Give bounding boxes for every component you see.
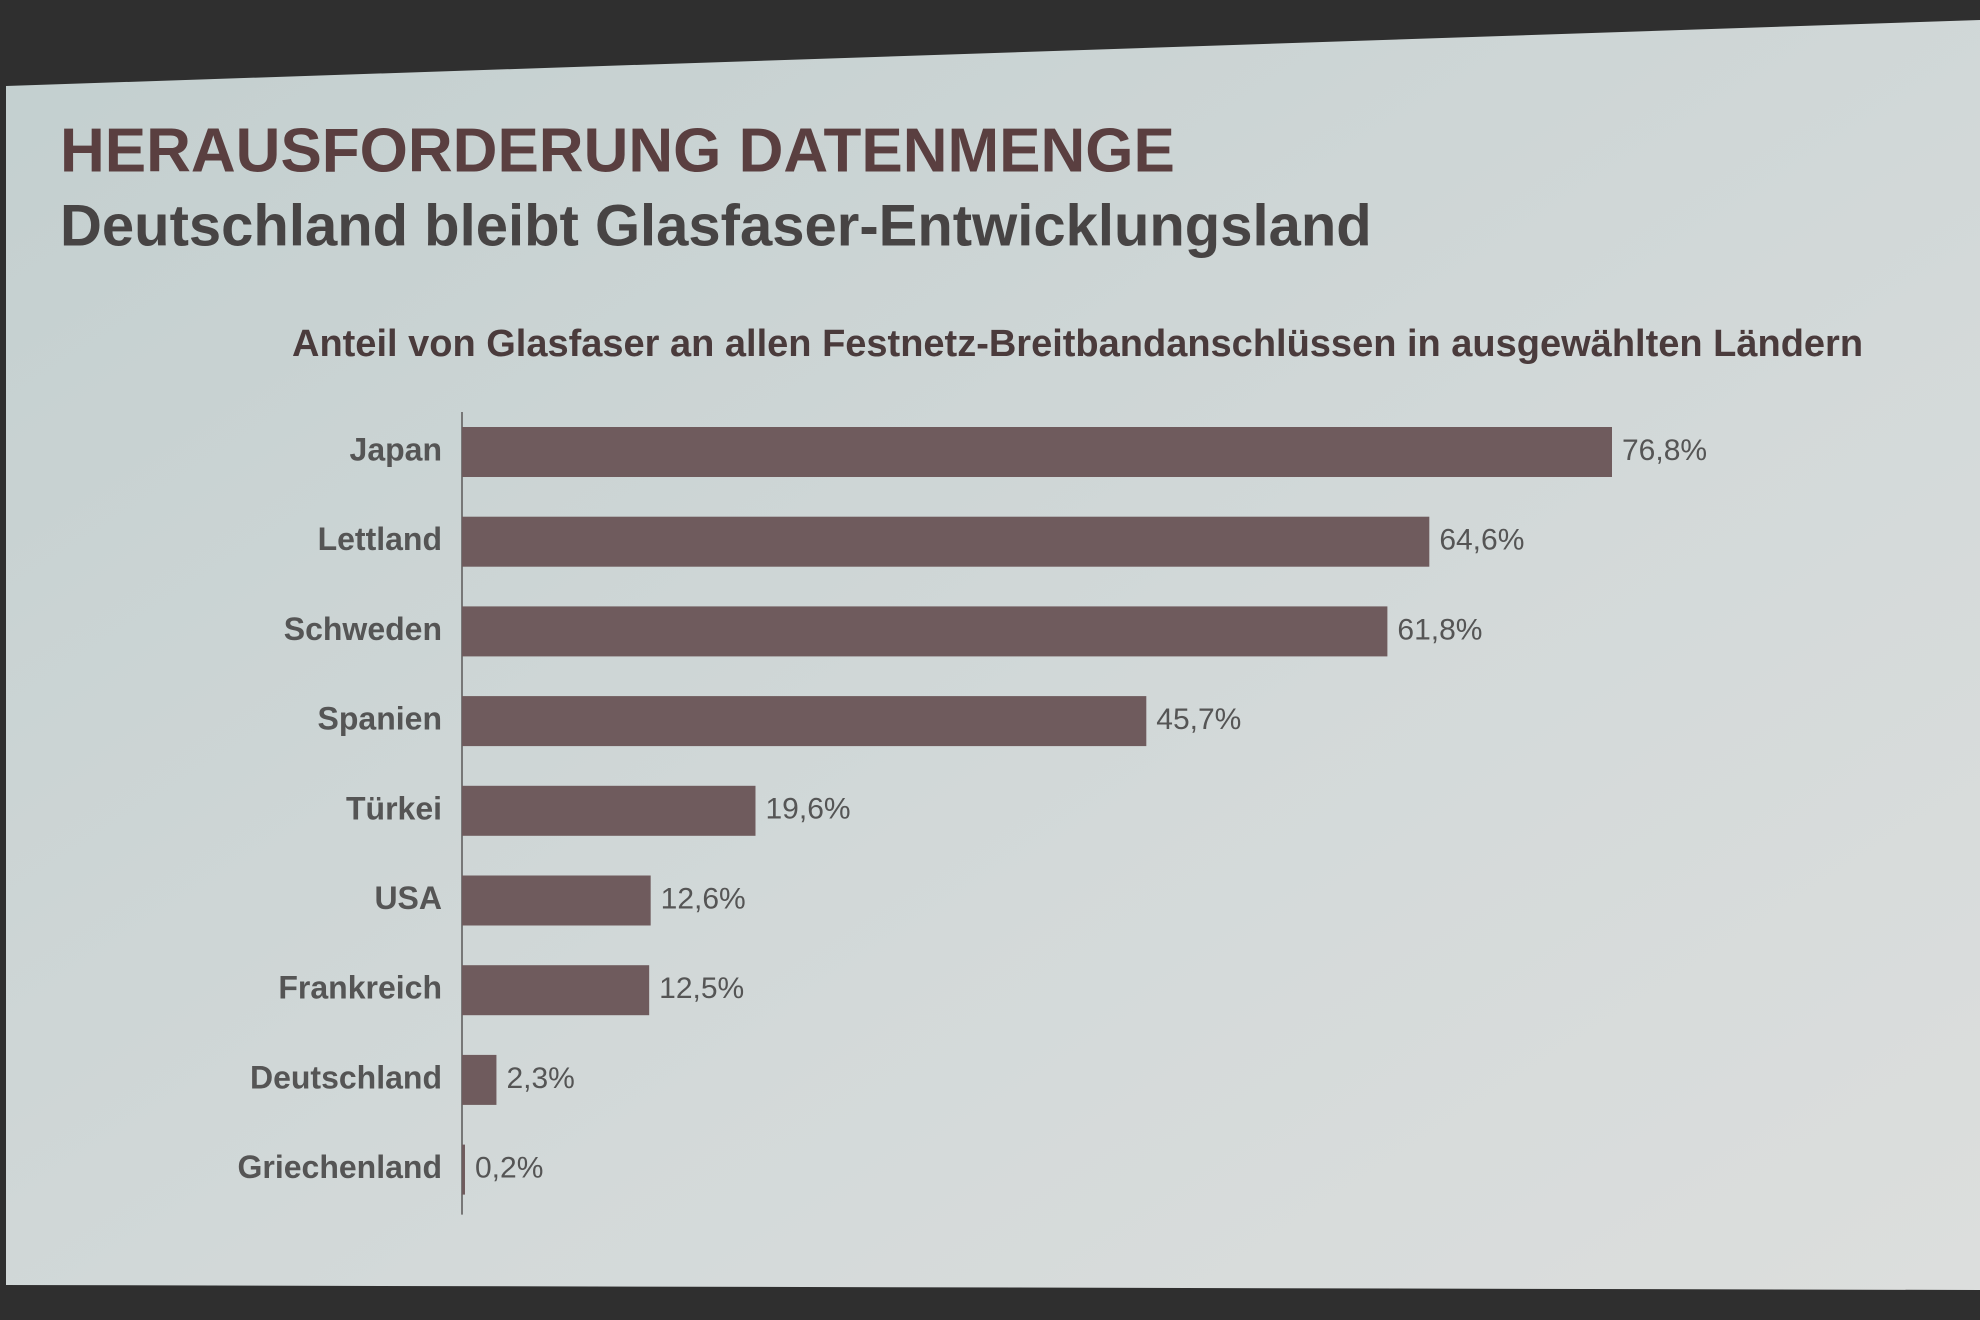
- chart-title: Anteil von Glasfaser an allen Festnetz-B…: [292, 323, 1864, 365]
- slide-title: HERAUSFORDERUNG DATENMENGE: [60, 116, 1175, 185]
- value-label: 64,6%: [1439, 524, 1524, 557]
- value-label: 12,6%: [661, 882, 746, 915]
- value-label: 45,7%: [1156, 703, 1241, 736]
- bar: [462, 1054, 497, 1105]
- value-label: 0,2%: [475, 1152, 543, 1185]
- category-label: USA: [374, 880, 442, 916]
- bar: [462, 606, 1388, 657]
- bar: [462, 427, 1612, 477]
- category-label: Türkei: [346, 790, 442, 826]
- category-label: Deutschland: [250, 1059, 442, 1095]
- slide-subtitle: Deutschland bleibt Glasfaser-Entwicklung…: [60, 193, 1372, 258]
- bar: [462, 696, 1147, 747]
- bar: [462, 516, 1430, 567]
- category-label: Lettland: [318, 521, 442, 557]
- bar: [462, 965, 650, 1016]
- bar: [462, 875, 651, 926]
- bar: [462, 1144, 465, 1195]
- category-label: Schweden: [284, 611, 442, 647]
- chart-title-box: Anteil von Glasfaser an allen Festnetz-B…: [292, 323, 1864, 365]
- value-label: 2,3%: [506, 1062, 574, 1095]
- value-label: 19,6%: [765, 793, 850, 826]
- bar: [462, 785, 756, 836]
- value-label: 61,8%: [1397, 613, 1482, 646]
- value-label: 12,5%: [659, 972, 744, 1005]
- value-label: 76,8%: [1622, 434, 1707, 467]
- category-label: Frankreich: [278, 970, 442, 1006]
- category-label: Japan: [350, 431, 442, 467]
- category-label: Griechenland: [238, 1149, 443, 1185]
- category-label: Spanien: [318, 701, 442, 737]
